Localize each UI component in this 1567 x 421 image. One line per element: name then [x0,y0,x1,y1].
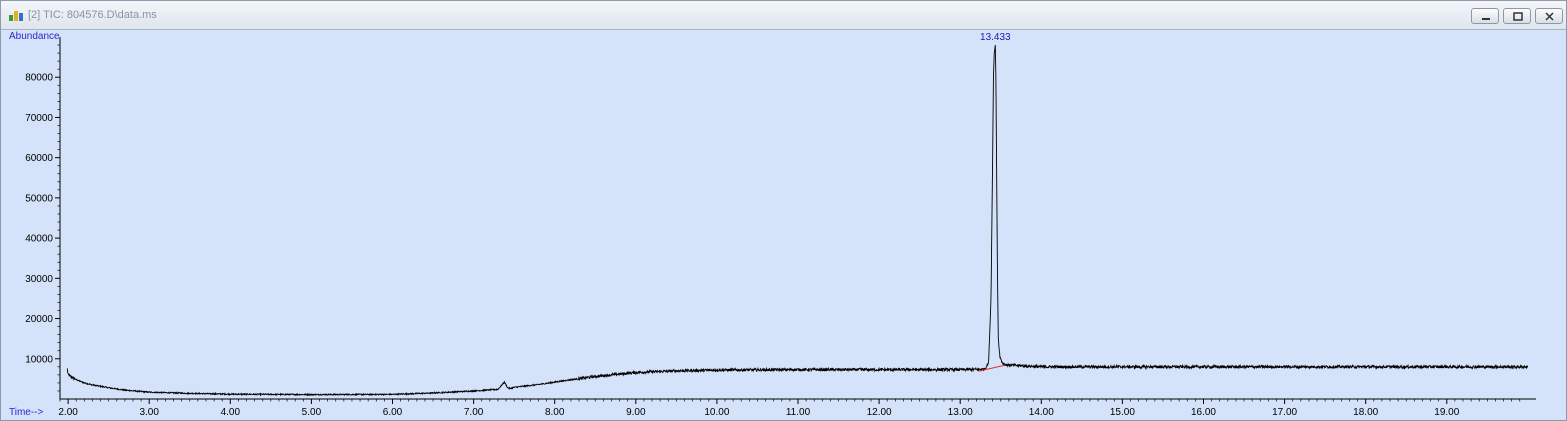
x-tick-label: 13.00 [948,407,973,418]
x-tick-label: 5.00 [302,407,322,418]
minimize-button[interactable] [1471,8,1499,24]
x-tick-label: 4.00 [221,407,241,418]
y-tick-label: 20000 [25,314,53,325]
app-icon [9,11,23,21]
tic-trace [66,44,1529,397]
close-button[interactable] [1535,8,1563,24]
plot-area [1,30,1566,420]
x-tick-label: 3.00 [139,407,159,418]
x-tick-label: 18.00 [1353,407,1378,418]
peak-baseline [977,364,1005,372]
y-tick-label: 10000 [25,354,53,365]
chromatogram-chart: Abundance Time--> 2.00 3.00 4.00 5.00 6.00 7.… [9,31,1536,418]
y-tick-label: 50000 [25,193,53,204]
x-tick-label: 12.00 [867,407,892,418]
restore-button[interactable] [1503,8,1531,24]
y-tick-label: 40000 [25,234,53,245]
close-icon [1545,12,1554,21]
x-tick-label: 14.00 [1029,407,1054,418]
x-tick-label: 9.00 [626,407,646,418]
x-tick-label: 17.00 [1272,407,1297,418]
x-tick-label: 11.00 [786,407,811,418]
title-bar[interactable]: [2] TIC: 804576.D\data.ms [1,1,1566,30]
y-tick-label: 80000 [25,73,53,84]
x-tick-label: 15.00 [1110,407,1135,418]
minimize-icon [1482,18,1490,20]
window-title: [2] TIC: 804576.D\data.ms [28,9,157,21]
y-axis-label: Abundance [9,31,60,42]
axes [59,37,1536,400]
x-tick-label: 16.00 [1191,407,1216,418]
x-tick-label: 8.00 [545,407,565,418]
x-tick-label: 10.00 [704,407,729,418]
data-marks: 13.433 [66,32,1529,397]
peak-label: 13.433 [980,32,1011,43]
x-tick-label: 6.00 [383,407,403,418]
x-tick-label: 7.00 [464,407,484,418]
x-axis-label: Time--> [9,407,44,418]
tick-marks: 2.00 3.00 4.00 5.00 6.00 7.00 8.00 9.00 10.00 11.… [25,44,1521,418]
y-tick-label: 30000 [25,274,53,285]
y-tick-label: 60000 [25,153,53,164]
y-tick-label: 70000 [25,113,53,124]
x-tick-label: 2.00 [58,407,78,418]
restore-icon [1513,12,1523,21]
x-tick-label: 19.00 [1434,407,1459,418]
